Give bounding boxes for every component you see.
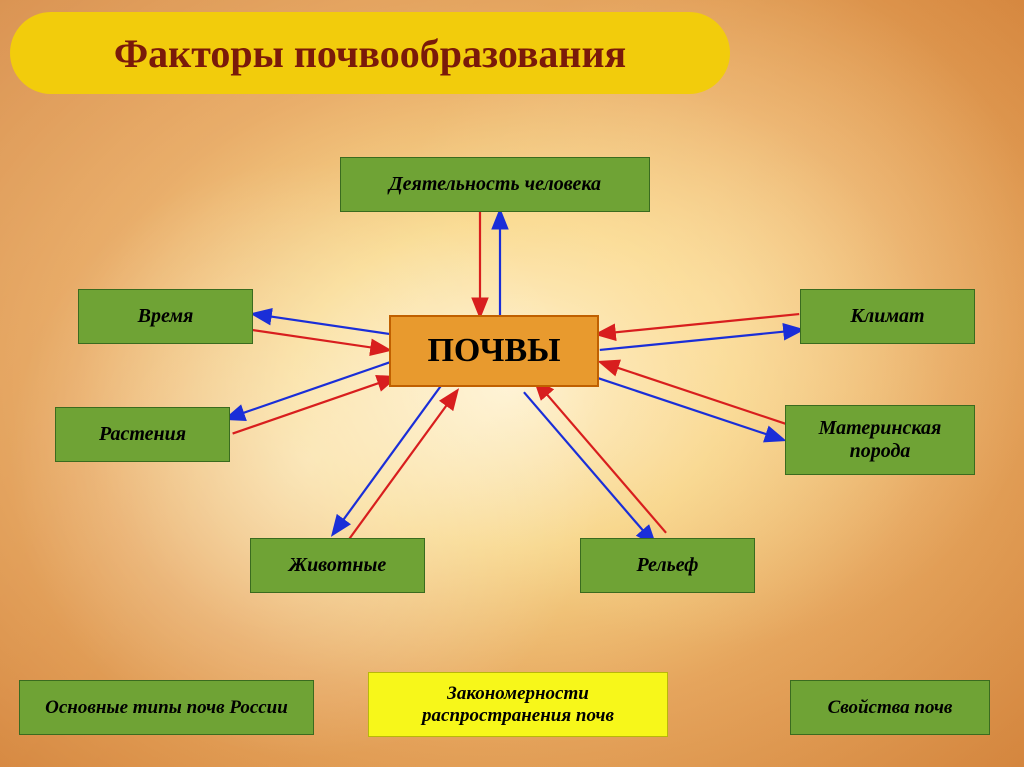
factor-label: Климат: [850, 305, 924, 328]
factor-human: Деятельность человека: [340, 157, 650, 212]
factor-label: Деятельность человека: [389, 173, 601, 196]
bottom-types[interactable]: Основные типы почв России: [19, 680, 314, 735]
factor-label: Животные: [289, 554, 387, 577]
factor-animals: Животные: [250, 538, 425, 593]
factor-climate: Климат: [800, 289, 975, 344]
factor-parent: Материнская порода: [785, 405, 975, 475]
factor-label: Рельеф: [637, 554, 699, 577]
factor-time: Время: [78, 289, 253, 344]
bottom-label: Закономерности распространения почв: [373, 683, 663, 727]
bottom-props[interactable]: Свойства почв: [790, 680, 990, 735]
center-node-text: ПОЧВЫ: [427, 332, 560, 370]
bottom-label: Свойства почв: [828, 697, 953, 719]
factor-label: Материнская порода: [790, 417, 970, 463]
diagram-title: Факторы почвообразования: [10, 12, 730, 94]
diagram-title-text: Факторы почвообразования: [114, 30, 626, 77]
factor-label: Растения: [99, 423, 186, 446]
bottom-laws[interactable]: Закономерности распространения почв: [368, 672, 668, 737]
factor-label: Время: [138, 305, 194, 328]
bottom-label: Основные типы почв России: [45, 697, 288, 719]
factor-plants: Растения: [55, 407, 230, 462]
factor-relief: Рельеф: [580, 538, 755, 593]
center-node: ПОЧВЫ: [389, 315, 599, 387]
